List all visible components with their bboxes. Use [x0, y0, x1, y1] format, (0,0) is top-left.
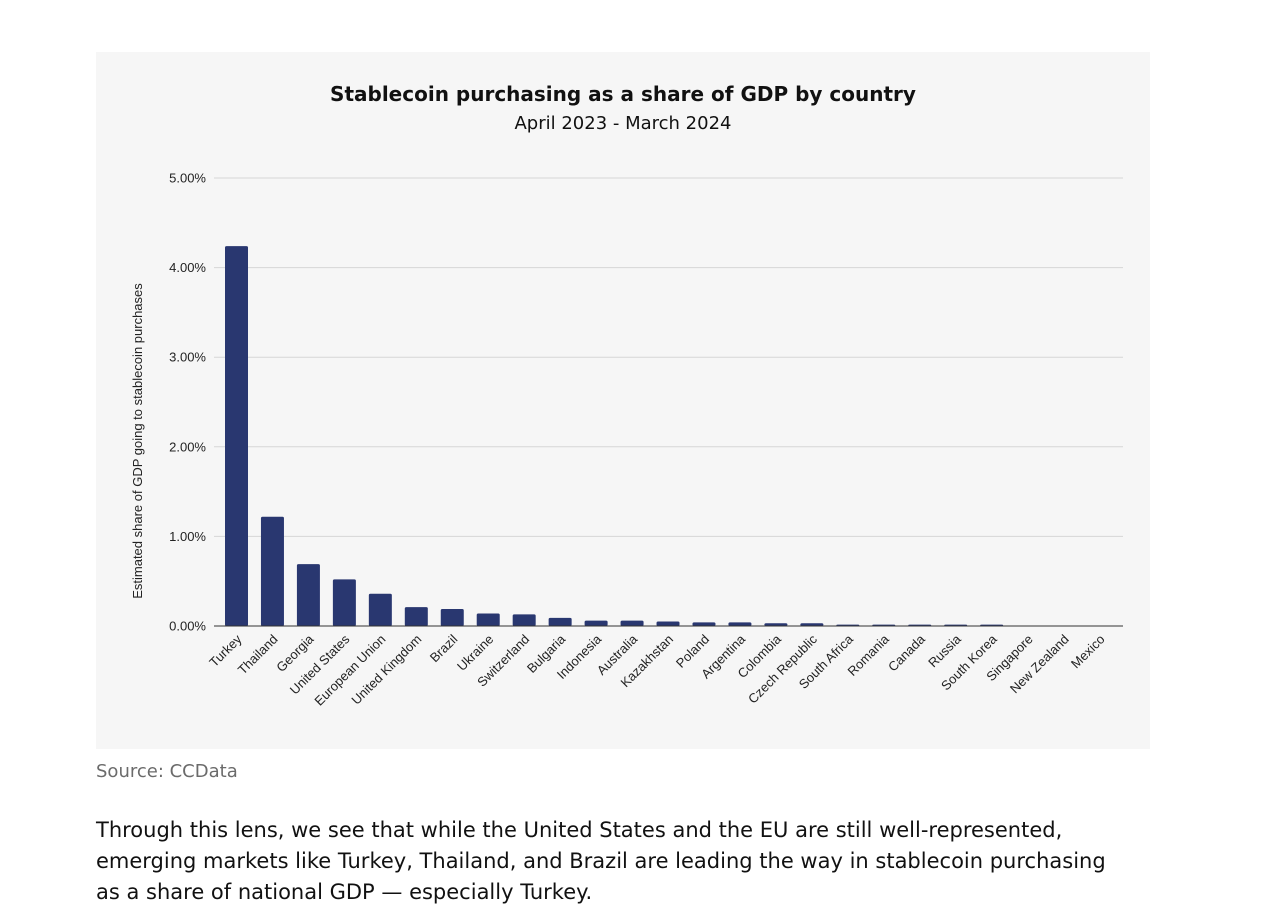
- x-tick-label: Brazil: [427, 631, 461, 665]
- bar-thailand: [260, 516, 284, 626]
- y-tick-label: 2.00%: [169, 439, 206, 454]
- bar-brazil: [440, 608, 464, 626]
- y-tick-label: 5.00%: [169, 171, 206, 186]
- y-axis-ticks: 0.00% 1.00% 2.00% 3.00% 4.00% 5.00%: [169, 171, 206, 634]
- chart-subtitle: April 2023 - March 2024: [514, 113, 731, 134]
- bar-united-states: [332, 579, 356, 626]
- x-tick-label: Mexico: [1068, 632, 1108, 672]
- y-tick-label: 1.00%: [169, 529, 206, 544]
- bar-georgia: [296, 564, 320, 626]
- y-tick-label: 3.00%: [169, 350, 206, 365]
- bar-chart: Stablecoin purchasing as a share of GDP …: [130, 82, 1123, 709]
- chart-panel: Stablecoin purchasing as a share of GDP …: [96, 52, 1150, 749]
- bar-argentina: [728, 622, 752, 626]
- y-tick-label: 4.00%: [169, 260, 206, 275]
- y-tick-label: 0.00%: [169, 619, 206, 634]
- bar-switzerland: [512, 614, 536, 626]
- bar-poland: [692, 622, 716, 626]
- bar-australia: [620, 620, 644, 626]
- chart-title: Stablecoin purchasing as a share of GDP …: [330, 82, 916, 106]
- bar-bulgaria: [548, 617, 572, 626]
- bar-czech-republic: [800, 623, 824, 626]
- bar-indonesia: [584, 620, 608, 626]
- bar-colombia: [764, 623, 788, 626]
- bar-kazakhstan: [656, 621, 680, 626]
- source-caption: Source: CCData: [96, 761, 238, 782]
- bar-ukraine: [476, 613, 500, 626]
- y-axis-label: Estimated share of GDP going to stableco…: [130, 283, 145, 599]
- body-paragraph: Through this lens, we see that while the…: [96, 818, 1106, 904]
- gridlines: [214, 177, 1123, 537]
- bar-united-kingdom: [404, 607, 428, 626]
- bar-european-union: [368, 593, 392, 626]
- x-tick-label: Canada: [885, 631, 928, 674]
- bars: [225, 246, 1112, 626]
- bar-turkey: [225, 246, 248, 626]
- x-tick-label: Thailand: [235, 632, 281, 678]
